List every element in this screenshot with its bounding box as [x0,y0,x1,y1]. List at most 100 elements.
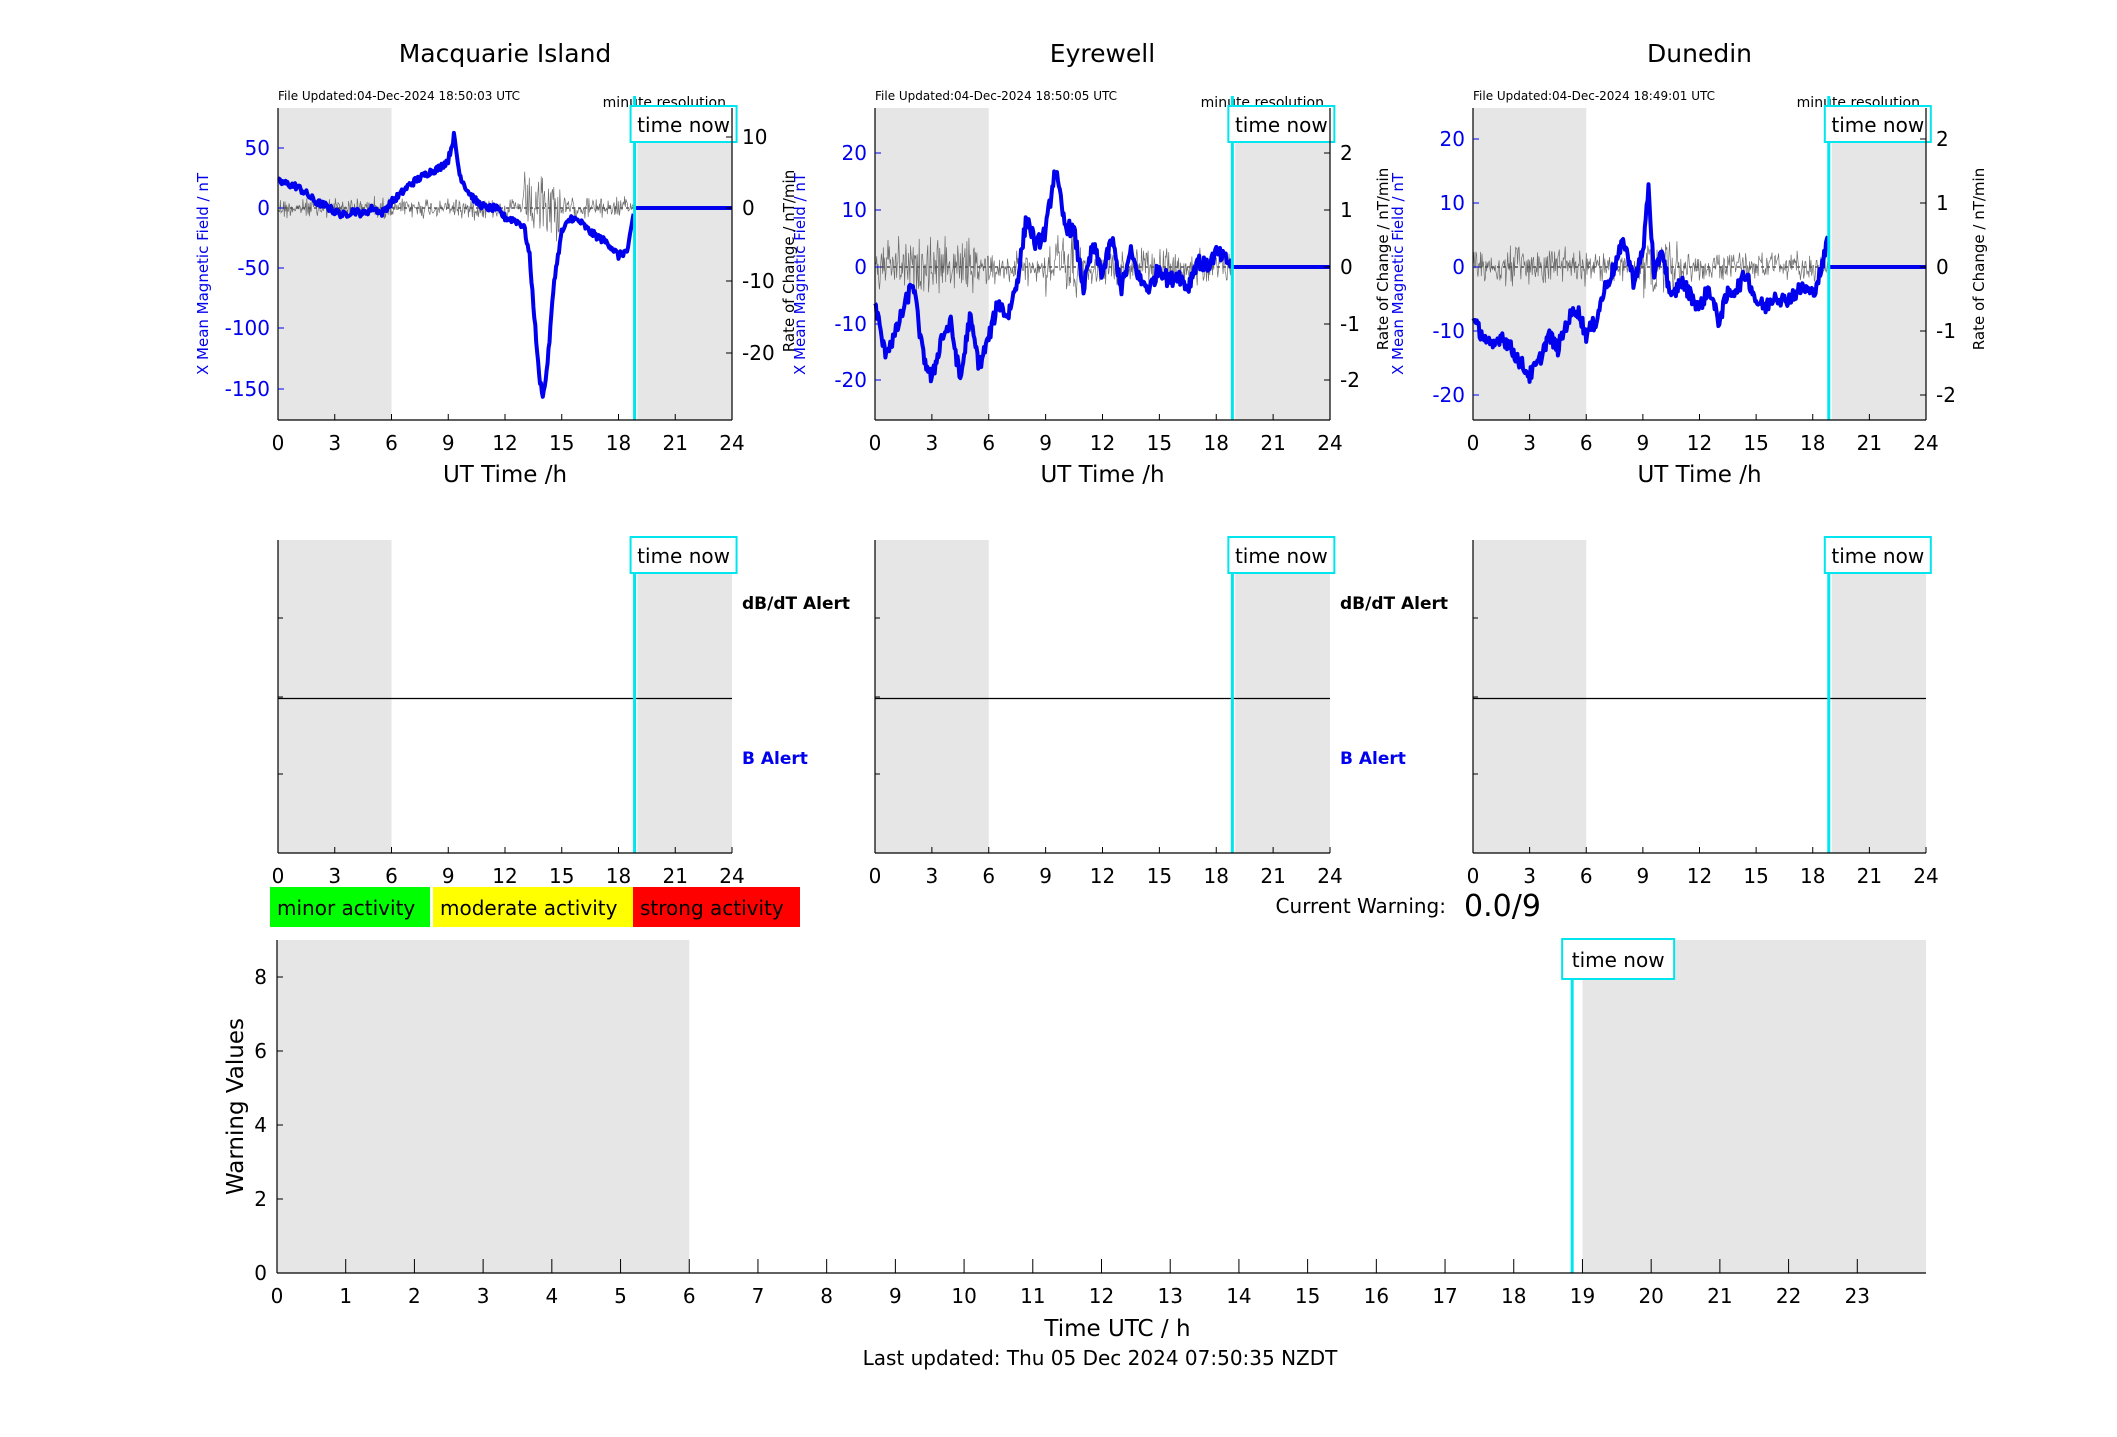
x-tick-label: 3 [328,431,341,455]
warning-x-tick-label: 10 [951,1284,976,1308]
warning-y-tick-label: 0 [254,1261,267,1285]
alert-x-tick-label: 9 [442,864,455,888]
x-tick-label: 12 [1090,431,1115,455]
y-right-tick-label: 10 [742,125,767,149]
y-left-tick-label: 10 [842,198,867,222]
x-tick-label: 18 [1800,431,1825,455]
warning-x-tick-label: 5 [614,1284,627,1308]
warning-x-tick-label: 2 [408,1284,421,1308]
time-now-box-alert [629,536,738,574]
rate-of-change-line [278,171,635,242]
b-alert-label: B Alert [1340,749,1406,769]
time-now-box-alert [1823,536,1932,574]
night-band [1831,108,1926,420]
x-axis-label: UT Time /h [1040,462,1164,488]
alert-x-tick-label: 18 [606,864,631,888]
y-left-tick-label: 0 [257,196,270,220]
alert-x-tick-label: 9 [1039,864,1052,888]
time-now-label: time now [637,113,730,137]
y-right-tick-label: -2 [1936,383,1956,407]
warning-y-tick-label: 6 [254,1039,267,1063]
y-left-tick-label: -20 [1432,383,1465,407]
x-tick-label: 12 [492,431,517,455]
x-tick-label: 0 [869,431,882,455]
warning-x-tick-label: 4 [545,1284,558,1308]
warning-x-tick-label: 23 [1845,1284,1870,1308]
y-left-tick-label: 0 [854,255,867,279]
y-left-tick-label: 0 [1452,255,1465,279]
warning-x-tick-label: 6 [683,1284,696,1308]
warning-x-tick-label: 9 [889,1284,902,1308]
y-left-tick-label: 20 [842,141,867,165]
night-band-alert [875,540,989,853]
night-band [1235,108,1330,420]
alert-x-tick-label: 3 [1523,864,1536,888]
y-axis-label-left: X Mean Magnetic Field / nT [194,172,212,375]
y-right-tick-label: -1 [1936,319,1956,343]
y-left-tick-label: -10 [1432,319,1465,343]
alert-x-tick-label: 12 [1687,864,1712,888]
alert-x-tick-label: 6 [385,864,398,888]
panel-macquarie-island: Macquarie Island File Updated:04-Dec-2024… [194,39,850,888]
night-band-alert [278,540,392,853]
x-tick-label: 6 [385,431,398,455]
y-axis-label-right-macquarie: Rate of Change / nT/min [780,170,798,352]
warning-y-axis-label: Warning Values [223,1018,249,1195]
alert-x-tick-label: 21 [1857,864,1882,888]
x-tick-label: 3 [1523,431,1536,455]
warning-x-tick-label: 11 [1020,1284,1045,1308]
alert-x-tick-label: 12 [1090,864,1115,888]
y-right-tick-label: 0 [1340,255,1353,279]
warning-x-tick-label: 17 [1432,1284,1457,1308]
db-dt-alert-label: dB/dT Alert [1340,594,1448,614]
y-left-tick-label: 50 [245,136,270,160]
x-tick-label: 3 [926,431,939,455]
y-left-tick-label: -150 [225,377,270,401]
night-band-warning [1582,940,1926,1273]
station-title: Eyrewell [1050,39,1155,68]
file-updated-text: File Updated:04-Dec-2024 18:49:01 UTC [1473,89,1715,103]
station-title: Dunedin [1647,39,1752,68]
warning-x-tick-label: 14 [1226,1284,1251,1308]
field-line [276,130,636,399]
x-tick-label: 0 [272,431,285,455]
last-updated-text: Last updated: Thu 05 Dec 2024 07:50:35 N… [863,1346,1339,1370]
warning-x-tick-label: 8 [820,1284,833,1308]
warning-x-axis-label: Time UTC / h [1043,1316,1190,1342]
night-band-warning [277,940,690,1273]
warning-x-tick-label: 15 [1295,1284,1320,1308]
x-tick-label: 0 [1467,431,1480,455]
night-band [278,108,392,420]
alert-x-tick-label: 15 [1743,864,1768,888]
warning-x-tick-label: 3 [477,1284,490,1308]
alert-x-tick-label: 24 [719,864,744,888]
y-left-tick-label: 10 [1440,191,1465,215]
x-tick-label: 15 [1743,431,1768,455]
x-tick-label: 6 [982,431,995,455]
night-band-alert [1473,540,1587,853]
y-right-tick-label: -10 [742,269,775,293]
night-band-alert [1235,540,1330,853]
time-now-label-alert: time now [1831,544,1924,568]
x-tick-label: 18 [606,431,631,455]
alert-x-tick-label: 21 [1260,864,1285,888]
warning-x-tick-label: 7 [752,1284,765,1308]
warning-x-tick-label: 22 [1776,1284,1801,1308]
alert-x-tick-label: 12 [492,864,517,888]
time-now-label: time now [1831,113,1924,137]
x-tick-label: 15 [1147,431,1172,455]
alert-x-tick-label: 18 [1204,864,1229,888]
y-right-tick-label: 2 [1340,141,1353,165]
warning-y-tick-label: 8 [254,965,267,989]
warning-x-tick-label: 16 [1364,1284,1389,1308]
alert-x-tick-label: 24 [1913,864,1938,888]
alert-x-tick-label: 24 [1317,864,1342,888]
x-tick-label: 18 [1204,431,1229,455]
y-right-tick-label: 0 [742,196,755,220]
file-updated-text: File Updated:04-Dec-2024 18:50:03 UTC [278,89,520,103]
warning-x-tick-label: 12 [1089,1284,1114,1308]
warning-y-tick-label: 2 [254,1187,267,1211]
legend-label: minor activity [277,896,415,920]
